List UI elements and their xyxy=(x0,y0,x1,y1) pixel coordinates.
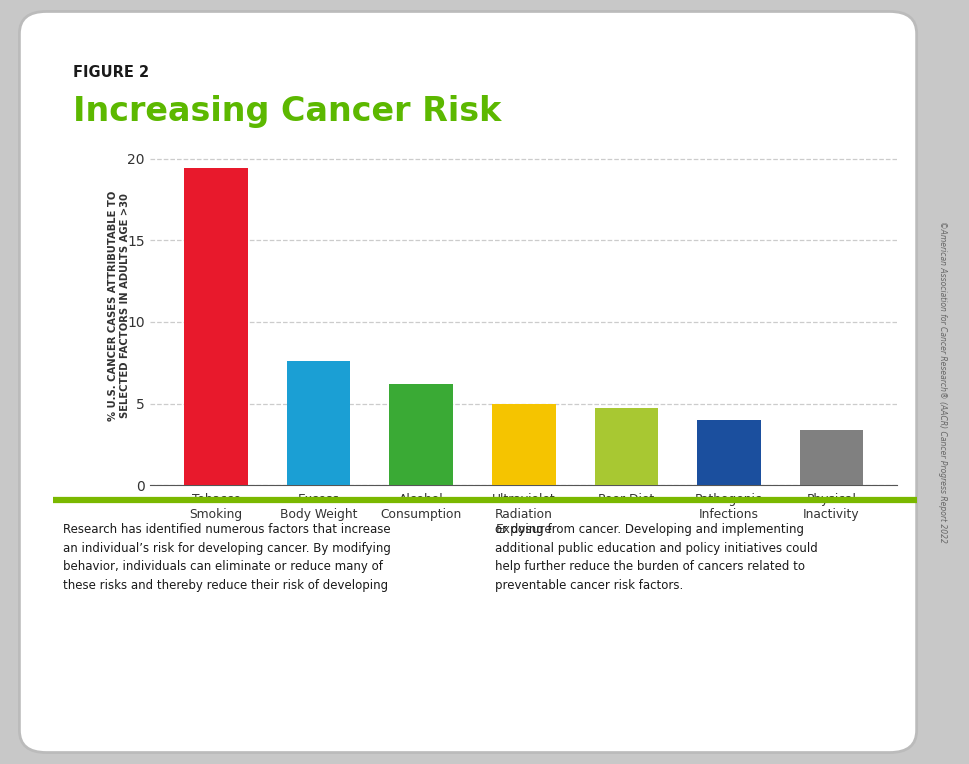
Bar xyxy=(594,409,658,485)
Bar xyxy=(798,429,862,485)
Text: Increasing Cancer Risk: Increasing Cancer Risk xyxy=(73,96,500,128)
Text: or dying from cancer. Developing and implementing
additional public education an: or dying from cancer. Developing and imp… xyxy=(494,523,817,592)
Bar xyxy=(491,403,555,485)
Bar xyxy=(389,384,453,485)
FancyBboxPatch shape xyxy=(19,11,916,753)
Text: ©American Association for Cancer Research® (AACR) Cancer Progress Report 2022: ©American Association for Cancer Researc… xyxy=(937,221,947,543)
Bar xyxy=(697,420,760,485)
Y-axis label: % U.S. CANCER CASES ATTRIBUTABLE TO
SELECTED FACTORS IN ADULTS AGE >30: % U.S. CANCER CASES ATTRIBUTABLE TO SELE… xyxy=(108,190,130,421)
Bar xyxy=(287,361,350,485)
Bar xyxy=(184,169,248,485)
Text: Research has identified numerous factors that increase
an individual’s risk for : Research has identified numerous factors… xyxy=(63,523,391,592)
Text: FIGURE 2: FIGURE 2 xyxy=(73,65,148,80)
